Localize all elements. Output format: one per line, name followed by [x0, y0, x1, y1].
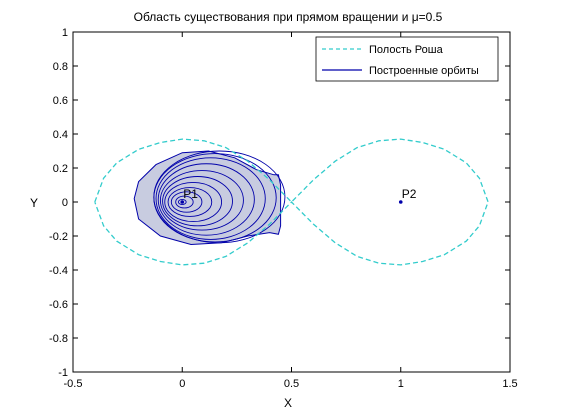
point-label: P1 — [183, 187, 198, 201]
point-label: P2 — [402, 187, 417, 201]
legend-box — [315, 36, 499, 82]
x-tick-label: 0 — [179, 378, 185, 390]
roche-lobe-line — [94, 138, 489, 266]
y-axis-label: Y — [30, 196, 38, 210]
orbits-group — [153, 150, 286, 244]
orbit-curve — [162, 176, 233, 227]
orbit-curve — [177, 198, 187, 205]
chart-title: Область существования при прямом вращени… — [134, 10, 443, 24]
y-axis-ticks: -1 -0.8 -0.6 -0.4 -0.2 0 0.2 0.4 0.6 0.8 1 — [49, 27, 510, 379]
y-tick-label: -0.8 — [49, 333, 68, 345]
y-tick-label: 0.8 — [53, 61, 68, 73]
point-marker — [180, 200, 185, 204]
y-tick-label: 0.2 — [53, 163, 68, 175]
point-marker — [398, 200, 403, 204]
x-tick-label: 0.5 — [284, 378, 299, 390]
x-tick-label: -0.5 — [64, 378, 83, 390]
x-axis-ticks: -0.5 0 0.5 1 1.5 — [64, 32, 518, 390]
legend-roche-label: Полость Роша — [369, 44, 444, 56]
y-tick-label: 0.6 — [53, 95, 68, 107]
orbit-curve — [155, 157, 266, 240]
plot-content: P1 P2 — [94, 138, 489, 266]
y-tick-label: -0.6 — [49, 299, 68, 311]
orbit-curve — [175, 195, 194, 209]
y-tick-label: 0.4 — [53, 129, 68, 141]
y-tick-label: 0 — [62, 197, 68, 209]
x-tick-label: 1 — [398, 378, 404, 390]
y-tick-label: -0.4 — [49, 265, 68, 277]
orbit-curve — [170, 191, 203, 213]
orbit-curve — [159, 170, 244, 231]
legend-orbits-label: Построенные орбиты — [369, 65, 479, 77]
points-group: P1 P2 — [180, 187, 417, 204]
legend: Полость Роша Построенные орбиты — [315, 36, 499, 82]
orbit-curve — [153, 150, 286, 244]
x-tick-label: 1.5 — [502, 378, 517, 390]
y-tick-label: -0.2 — [49, 231, 68, 243]
y-tick-label: -1 — [58, 367, 68, 379]
orbit-curve — [167, 187, 213, 217]
y-tick-label: 1 — [62, 27, 68, 39]
orbit-curve — [157, 163, 255, 236]
orbit-curve — [164, 181, 223, 222]
x-axis-label: X — [284, 396, 292, 410]
